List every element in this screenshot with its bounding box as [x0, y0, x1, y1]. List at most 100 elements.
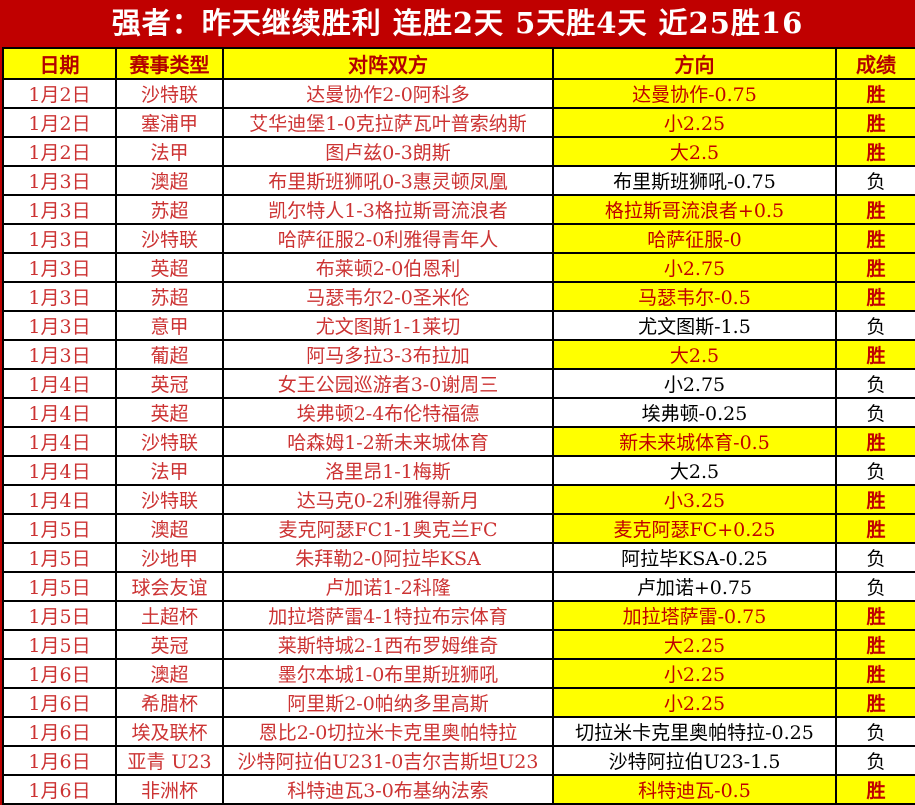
result-cell: 胜: [835, 687, 915, 718]
date-cell: 1月2日: [2, 136, 117, 167]
league-cell: 非洲杯: [115, 774, 224, 805]
direction-cell: 大2.5: [552, 339, 837, 370]
result-cell: 胜: [835, 136, 915, 167]
direction-cell: 小2.75: [552, 252, 837, 283]
direction-cell: 麦克阿瑟FC+0.25: [552, 513, 837, 544]
league-cell: 法甲: [115, 455, 224, 486]
date-cell: 1月5日: [2, 600, 117, 631]
table-row: 1月3日 苏超 马瑟韦尔2-0圣米伦 马瑟韦尔-0.5 胜: [2, 281, 915, 312]
match-cell: 沙特阿拉伯U231-0吉尔吉斯坦U23: [222, 745, 554, 776]
result-cell: 负: [835, 455, 915, 486]
table-row: 1月2日 沙特联 达曼协作2-0阿科多 达曼协作-0.75 胜: [2, 78, 915, 109]
result-cell: 胜: [835, 223, 915, 254]
direction-cell: 加拉塔萨雷-0.75: [552, 600, 837, 631]
match-cell: 哈萨征服2-0利雅得青年人: [222, 223, 554, 254]
league-cell: 土超杯: [115, 600, 224, 631]
direction-cell: 小2.25: [552, 107, 837, 138]
table-row: 1月2日 塞浦甲 艾华迪堡1-0克拉萨瓦叶普索纳斯 小2.25 胜: [2, 107, 915, 138]
result-cell: 胜: [835, 78, 915, 109]
direction-cell: 大2.5: [552, 136, 837, 167]
direction-cell: 切拉米卡克里奥帕特拉-0.25: [552, 716, 837, 747]
match-cell: 洛里昂1-1梅斯: [222, 455, 554, 486]
table-row: 1月3日 沙特联 哈萨征服2-0利雅得青年人 哈萨征服-0 胜: [2, 223, 915, 254]
result-cell: 负: [835, 397, 915, 428]
table-row: 1月3日 澳超 布里斯班狮吼0-3惠灵顿凤凰 布里斯班狮吼-0.75 负: [2, 165, 915, 196]
league-cell: 葡超: [115, 339, 224, 370]
match-cell: 科特迪瓦3-0布基纳法索: [222, 774, 554, 805]
date-cell: 1月3日: [2, 339, 117, 370]
date-cell: 1月3日: [2, 252, 117, 283]
date-cell: 1月4日: [2, 484, 117, 515]
date-cell: 1月6日: [2, 774, 117, 805]
match-cell: 阿里斯2-0帕纳多里高斯: [222, 687, 554, 718]
column-header-league: 赛事类型: [115, 47, 224, 80]
match-cell: 朱拜勒2-0阿拉毕KSA: [222, 542, 554, 573]
match-cell: 阿马多拉3-3布拉加: [222, 339, 554, 370]
result-cell: 胜: [835, 484, 915, 515]
league-cell: 沙特联: [115, 223, 224, 254]
league-cell: 苏超: [115, 194, 224, 225]
column-header-match: 对阵双方: [222, 47, 554, 80]
match-cell: 哈森姆1-2新未来城体育: [222, 426, 554, 457]
league-cell: 澳超: [115, 658, 224, 689]
result-cell: 负: [835, 165, 915, 196]
match-cell: 恩比2-0切拉米卡克里奥帕特拉: [222, 716, 554, 747]
table-row: 1月2日 法甲 图卢兹0-3朗斯 大2.5 胜: [2, 136, 915, 167]
result-cell: 胜: [835, 426, 915, 457]
league-cell: 塞浦甲: [115, 107, 224, 138]
league-cell: 球会友谊: [115, 571, 224, 602]
table-row: 1月6日 亚青 U23 沙特阿拉伯U231-0吉尔吉斯坦U23 沙特阿拉伯U23-1.…: [2, 745, 915, 776]
result-cell: 胜: [835, 107, 915, 138]
table-row: 1月5日 英冠 莱斯特城2-1西布罗姆维奇 大2.25 胜: [2, 629, 915, 660]
result-cell: 胜: [835, 600, 915, 631]
direction-cell: 阿拉毕KSA-0.25: [552, 542, 837, 573]
direction-cell: 尤文图斯-1.5: [552, 310, 837, 341]
date-cell: 1月6日: [2, 716, 117, 747]
date-cell: 1月3日: [2, 310, 117, 341]
table-row: 1月6日 希腊杯 阿里斯2-0帕纳多里高斯 小2.25 胜: [2, 687, 915, 718]
header-row: 日期 赛事类型 对阵双方 方向 成绩: [2, 47, 915, 80]
date-cell: 1月4日: [2, 368, 117, 399]
table-row: 1月4日 沙特联 哈森姆1-2新未来城体育 新未来城体育-0.5 胜: [2, 426, 915, 457]
date-cell: 1月5日: [2, 513, 117, 544]
result-cell: 胜: [835, 252, 915, 283]
match-cell: 艾华迪堡1-0克拉萨瓦叶普索纳斯: [222, 107, 554, 138]
table-row: 1月5日 土超杯 加拉塔萨雷4-1特拉布宗体育 加拉塔萨雷-0.75 胜: [2, 600, 915, 631]
date-cell: 1月6日: [2, 658, 117, 689]
league-cell: 澳超: [115, 165, 224, 196]
table-row: 1月3日 苏超 凯尔特人1-3格拉斯哥流浪者 格拉斯哥流浪者+0.5 胜: [2, 194, 915, 225]
league-cell: 英超: [115, 252, 224, 283]
date-cell: 1月4日: [2, 397, 117, 428]
match-cell: 达曼协作2-0阿科多: [222, 78, 554, 109]
league-cell: 澳超: [115, 513, 224, 544]
result-cell: 胜: [835, 513, 915, 544]
league-cell: 沙特联: [115, 484, 224, 515]
direction-cell: 格拉斯哥流浪者+0.5: [552, 194, 837, 225]
result-cell: 胜: [835, 339, 915, 370]
table-row: 1月6日 非洲杯 科特迪瓦3-0布基纳法索 科特迪瓦-0.5 胜: [2, 774, 915, 805]
match-cell: 达马克0-2利雅得新月: [222, 484, 554, 515]
page-title: 强者：昨天继续胜利 连胜2天 5天胜4天 近25胜16: [0, 0, 915, 47]
result-cell: 负: [835, 310, 915, 341]
result-cell: 胜: [835, 658, 915, 689]
table-row: 1月5日 球会友谊 卢加诺1-2科隆 卢加诺+0.75 负: [2, 571, 915, 602]
table-row: 1月3日 葡超 阿马多拉3-3布拉加 大2.5 胜: [2, 339, 915, 370]
match-cell: 女王公园巡游者3-0谢周三: [222, 368, 554, 399]
league-cell: 英冠: [115, 629, 224, 660]
direction-cell: 沙特阿拉伯U23-1.5: [552, 745, 837, 776]
match-cell: 麦克阿瑟FC1-1奥克兰FC: [222, 513, 554, 544]
date-cell: 1月3日: [2, 281, 117, 312]
result-cell: 负: [835, 368, 915, 399]
date-cell: 1月6日: [2, 745, 117, 776]
column-header-direction: 方向: [552, 47, 837, 80]
date-cell: 1月5日: [2, 571, 117, 602]
date-cell: 1月2日: [2, 107, 117, 138]
match-cell: 马瑟韦尔2-0圣米伦: [222, 281, 554, 312]
direction-cell: 大2.25: [552, 629, 837, 660]
direction-cell: 大2.5: [552, 455, 837, 486]
match-cell: 卢加诺1-2科隆: [222, 571, 554, 602]
date-cell: 1月5日: [2, 629, 117, 660]
date-cell: 1月3日: [2, 194, 117, 225]
result-cell: 胜: [835, 281, 915, 312]
table-row: 1月5日 沙地甲 朱拜勒2-0阿拉毕KSA 阿拉毕KSA-0.25 负: [2, 542, 915, 573]
